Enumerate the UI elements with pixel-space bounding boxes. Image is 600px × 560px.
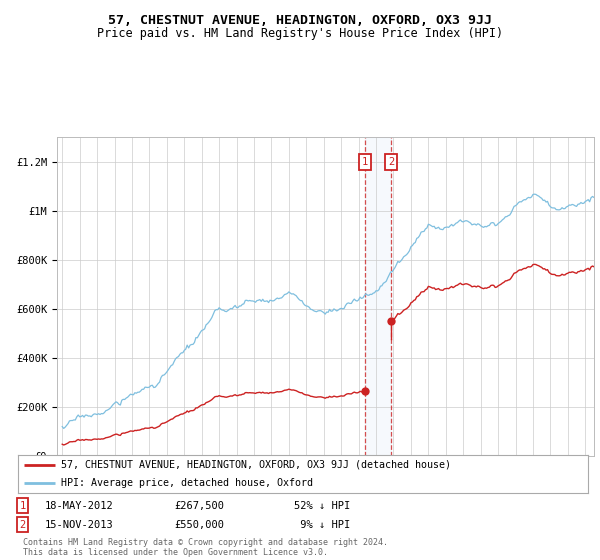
Text: Contains HM Land Registry data © Crown copyright and database right 2024.
This d: Contains HM Land Registry data © Crown c… bbox=[23, 538, 388, 557]
Text: 1: 1 bbox=[362, 157, 368, 167]
Text: £550,000: £550,000 bbox=[174, 520, 224, 530]
Text: 18-MAY-2012: 18-MAY-2012 bbox=[45, 501, 114, 511]
Text: 2: 2 bbox=[20, 520, 26, 530]
Text: 2: 2 bbox=[388, 157, 394, 167]
Text: Price paid vs. HM Land Registry's House Price Index (HPI): Price paid vs. HM Land Registry's House … bbox=[97, 27, 503, 40]
Text: £267,500: £267,500 bbox=[174, 501, 224, 511]
Text: 57, CHESTNUT AVENUE, HEADINGTON, OXFORD, OX3 9JJ (detached house): 57, CHESTNUT AVENUE, HEADINGTON, OXFORD,… bbox=[61, 460, 451, 470]
Text: 9% ↓ HPI: 9% ↓ HPI bbox=[294, 520, 350, 530]
Text: HPI: Average price, detached house, Oxford: HPI: Average price, detached house, Oxfo… bbox=[61, 478, 313, 488]
Bar bbox=[365, 137, 391, 456]
Text: 15-NOV-2013: 15-NOV-2013 bbox=[45, 520, 114, 530]
Text: 1: 1 bbox=[20, 501, 26, 511]
Text: 57, CHESTNUT AVENUE, HEADINGTON, OXFORD, OX3 9JJ: 57, CHESTNUT AVENUE, HEADINGTON, OXFORD,… bbox=[108, 14, 492, 27]
Text: 52% ↓ HPI: 52% ↓ HPI bbox=[294, 501, 350, 511]
